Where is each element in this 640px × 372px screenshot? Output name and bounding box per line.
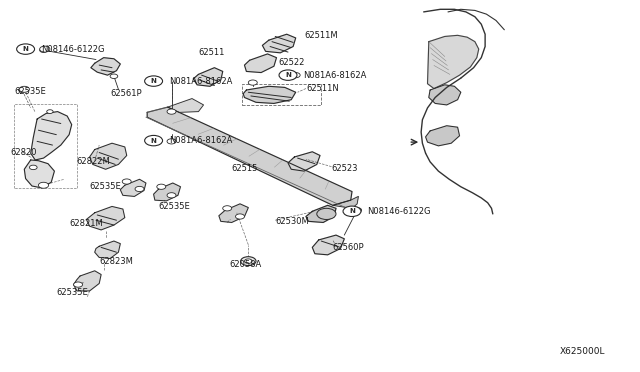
Circle shape — [122, 179, 131, 184]
Text: N08146-6122G: N08146-6122G — [41, 45, 104, 54]
Text: 62511M: 62511M — [304, 31, 338, 40]
Text: 62523: 62523 — [332, 164, 358, 173]
Polygon shape — [147, 107, 352, 205]
Text: 62820: 62820 — [10, 148, 36, 157]
Text: 62522: 62522 — [278, 58, 305, 67]
Text: X625000L: X625000L — [559, 347, 605, 356]
Circle shape — [241, 257, 256, 266]
Text: N: N — [285, 72, 291, 78]
Circle shape — [40, 48, 47, 52]
Text: 62561P: 62561P — [111, 89, 142, 97]
Polygon shape — [74, 271, 101, 291]
Polygon shape — [24, 160, 54, 188]
Circle shape — [291, 73, 300, 78]
Circle shape — [353, 208, 362, 213]
Text: 62535E: 62535E — [14, 87, 46, 96]
Text: N081A6-8162A: N081A6-8162A — [169, 77, 232, 86]
Circle shape — [145, 135, 163, 146]
Circle shape — [47, 110, 53, 113]
Circle shape — [29, 165, 37, 170]
Text: 62535E: 62535E — [90, 182, 122, 191]
Circle shape — [167, 139, 176, 144]
Circle shape — [167, 109, 176, 114]
Text: 62511: 62511 — [198, 48, 225, 57]
Polygon shape — [86, 206, 125, 230]
Text: 62821M: 62821M — [69, 219, 103, 228]
Polygon shape — [91, 58, 120, 75]
Circle shape — [40, 46, 50, 52]
Circle shape — [279, 70, 297, 80]
Text: N08146-6122G: N08146-6122G — [367, 207, 431, 216]
Text: 62511N: 62511N — [306, 84, 339, 93]
Text: N081A6-8162A: N081A6-8162A — [303, 71, 367, 80]
Text: 62515: 62515 — [232, 164, 258, 173]
Polygon shape — [288, 152, 320, 171]
Polygon shape — [244, 54, 276, 73]
Text: 62535E: 62535E — [159, 202, 191, 211]
Circle shape — [167, 193, 176, 198]
Circle shape — [236, 214, 244, 219]
Circle shape — [223, 206, 232, 211]
Circle shape — [244, 259, 252, 263]
Circle shape — [135, 186, 144, 192]
Text: 62058A: 62058A — [229, 260, 261, 269]
Polygon shape — [312, 235, 344, 255]
Polygon shape — [154, 183, 180, 201]
Polygon shape — [262, 34, 296, 53]
Polygon shape — [333, 196, 358, 208]
Text: 62822M: 62822M — [77, 157, 111, 166]
Polygon shape — [306, 205, 336, 222]
Text: N: N — [22, 46, 29, 52]
Polygon shape — [429, 85, 461, 105]
Text: 62535E: 62535E — [56, 288, 88, 296]
Circle shape — [157, 184, 166, 189]
Text: 62823M: 62823M — [99, 257, 133, 266]
Circle shape — [110, 74, 118, 78]
Text: N: N — [150, 138, 157, 144]
Polygon shape — [243, 86, 296, 103]
Polygon shape — [95, 241, 120, 259]
Circle shape — [145, 76, 163, 86]
Polygon shape — [428, 35, 479, 89]
Circle shape — [19, 88, 26, 92]
Text: 62560P: 62560P — [333, 243, 364, 252]
Circle shape — [248, 80, 257, 85]
Text: N: N — [150, 78, 157, 84]
Circle shape — [74, 282, 83, 287]
Polygon shape — [193, 68, 223, 86]
Polygon shape — [219, 204, 248, 222]
Circle shape — [19, 86, 29, 92]
Polygon shape — [31, 112, 72, 160]
Text: N081A6-8162A: N081A6-8162A — [169, 136, 232, 145]
Polygon shape — [90, 143, 127, 169]
Polygon shape — [168, 99, 204, 112]
Circle shape — [317, 208, 336, 219]
Text: 62530M: 62530M — [275, 217, 309, 226]
Polygon shape — [120, 179, 146, 196]
Circle shape — [17, 44, 35, 54]
Circle shape — [343, 206, 361, 217]
Circle shape — [38, 182, 49, 188]
Polygon shape — [426, 126, 460, 146]
Text: N: N — [349, 208, 355, 214]
